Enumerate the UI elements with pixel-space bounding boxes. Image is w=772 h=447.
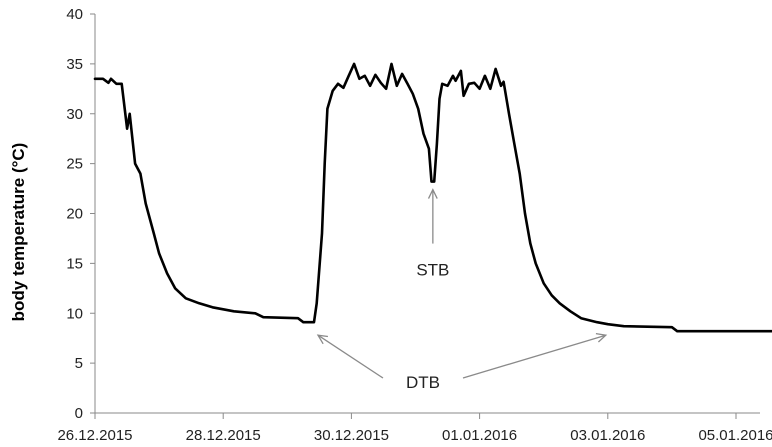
y-tick-label: 25: [66, 156, 83, 173]
x-axis: 26.12.2015 28.12.2015 30.12.2015 01.01.2016…: [57, 412, 772, 444]
y-tick-label: 10: [66, 305, 83, 322]
temperature-line: [93, 62, 772, 333]
y-tick-label: 20: [66, 206, 83, 223]
y-tick-label: 40: [66, 6, 83, 23]
x-tick-label: 01.01.2016: [442, 427, 517, 444]
y-tick-label: 5: [75, 355, 83, 372]
x-tick-label: 03.01.2016: [570, 427, 645, 444]
stb-label: STB: [416, 261, 449, 280]
y-axis-label: body temperature (°C): [9, 143, 28, 322]
y-tick-label: 35: [66, 56, 83, 73]
series-group: [93, 62, 772, 333]
y-axis: 0 5 10 15 20 25 30 35 40: [66, 6, 96, 422]
annotation-arrowhead: [316, 334, 329, 345]
annotations: STB DTB: [316, 188, 608, 392]
y-tick-label: 15: [66, 255, 83, 272]
y-tick-label: 30: [66, 106, 83, 123]
annotation-arrowhead: [427, 188, 438, 199]
annotation-arrow: [462, 334, 606, 379]
x-tick-label: 26.12.2015: [57, 427, 132, 444]
dtb-label: DTB: [406, 373, 440, 392]
x-tick-label: 28.12.2015: [186, 427, 261, 444]
y-tick-label: 0: [75, 405, 83, 422]
annotation-arrow: [317, 334, 384, 379]
annotation-arrowhead: [595, 333, 608, 343]
x-tick-label: 30.12.2015: [314, 427, 389, 444]
x-tick-label: 05.01.2016: [698, 427, 772, 444]
